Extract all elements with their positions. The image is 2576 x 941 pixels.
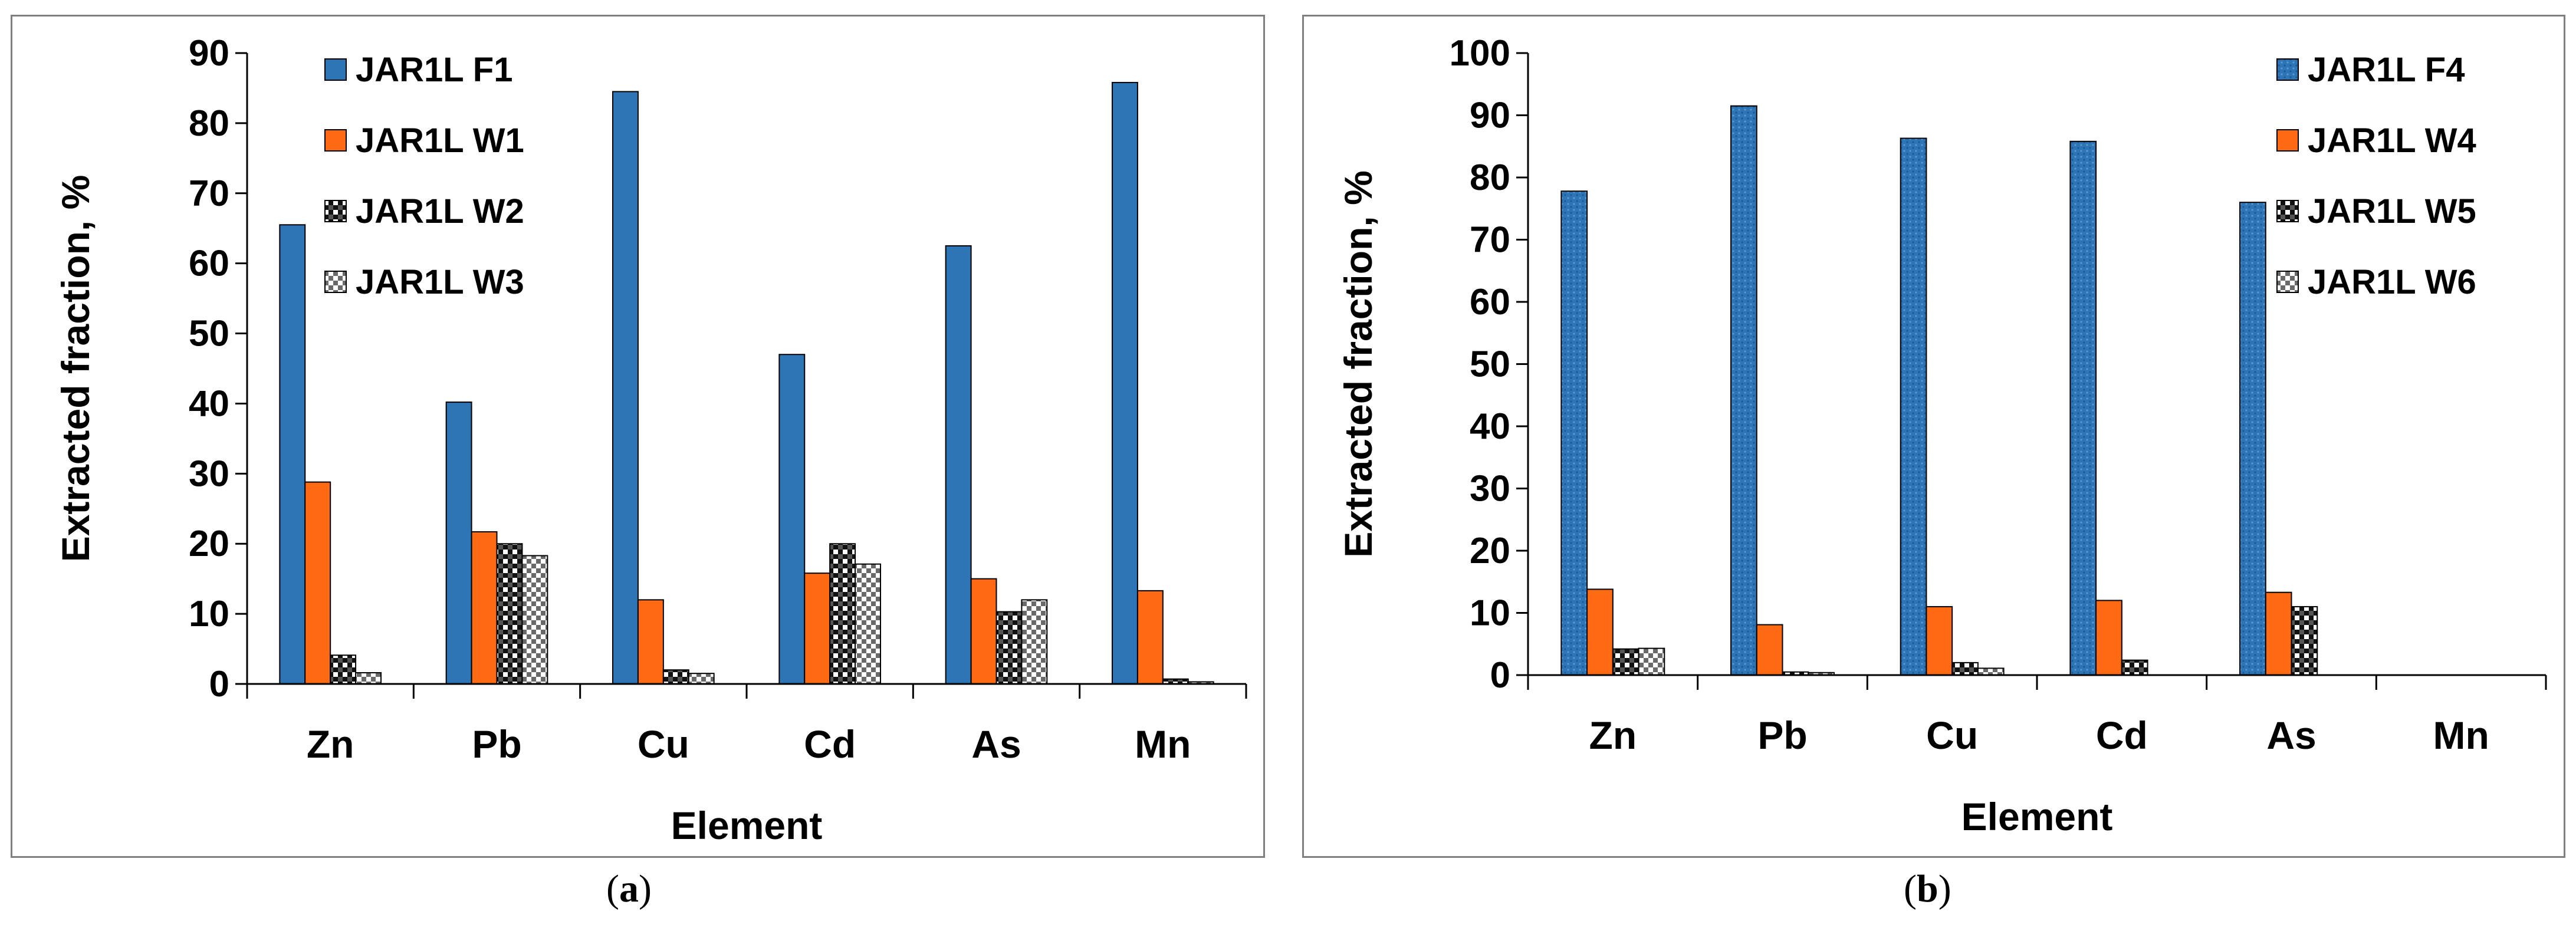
- bar-cu-jar1l-f4: [1900, 137, 1927, 676]
- y-tick-label: 60: [1470, 282, 1510, 323]
- chart-b-svg: 0 10 20 30 40 50 60 70 80 90 100 Zn Pb Cu Cd As Mn Elemen…: [1336, 33, 2547, 838]
- y-axis-label: Extracted fraction, %: [1336, 170, 1380, 558]
- legend-label: JAR1L W2: [356, 192, 524, 231]
- legend-swatch-jar1l-w1: [324, 129, 347, 152]
- y-tick-label: 20: [189, 524, 229, 564]
- bar-cu-jar1l-f1: [612, 91, 639, 685]
- bar-cd-jar1l-w3: [855, 563, 881, 685]
- y-tick-label: 40: [1470, 406, 1510, 447]
- legend-swatch-jar1l-f1: [324, 58, 347, 81]
- x-tick-label: Cu: [1926, 713, 1978, 757]
- bar-pb-jar1l-w1: [471, 531, 498, 685]
- y-tick-label: 10: [1470, 593, 1510, 634]
- bar-cu-jar1l-w6: [1977, 667, 2005, 676]
- x-axis-label: Element: [671, 804, 823, 847]
- y-tick-label: 0: [1490, 655, 1510, 696]
- x-tick-label: As: [971, 722, 1021, 766]
- y-tick-label: 30: [189, 453, 229, 494]
- bar-as-jar1l-w2: [995, 611, 1023, 685]
- bar-as-jar1l-w5: [2291, 606, 2318, 676]
- bar-zn-jar1l-w1: [304, 481, 331, 685]
- y-tick-label: 90: [189, 33, 229, 74]
- y-axis-label: Extracted fraction, %: [54, 175, 97, 562]
- bar-mn-jar1l-f1: [1112, 81, 1138, 685]
- bar-zn-jar1l-w4: [1586, 588, 1614, 676]
- caption-a-label: a: [619, 867, 639, 910]
- bar-as-jar1l-w4: [2265, 591, 2292, 676]
- x-tick-label: As: [2266, 713, 2316, 757]
- x-tick-label: Cd: [804, 722, 856, 766]
- legend-label: JAR1L F1: [356, 51, 512, 89]
- legend-swatch-jar1l-w3: [324, 271, 347, 293]
- bar-mn-jar1l-w1: [1136, 590, 1164, 685]
- bar-as-jar1l-f1: [945, 245, 972, 685]
- y-tick-label: 80: [1470, 157, 1510, 198]
- bar-pb-jar1l-w4: [1756, 624, 1783, 676]
- y-tick-label: 80: [189, 103, 229, 144]
- bar-as-jar1l-f4: [2239, 202, 2266, 676]
- bar-cu-jar1l-w4: [1926, 606, 1953, 676]
- bar-pb-jar1l-w2: [496, 543, 523, 685]
- legend-label: JAR1L W3: [356, 263, 524, 301]
- bar-pb-jar1l-f1: [445, 402, 472, 685]
- y-tick-label: 0: [209, 664, 229, 705]
- bar-cu-jar1l-w1: [637, 599, 664, 685]
- bar-cd-jar1l-w4: [2095, 600, 2122, 676]
- bar-cd-jar1l-w1: [804, 573, 831, 685]
- x-axis-label: Element: [1961, 795, 2113, 838]
- legend-swatch-jar1l-w2: [324, 200, 347, 222]
- y-tick-label: 60: [189, 244, 229, 284]
- y-tick-label: 10: [189, 594, 229, 634]
- bar-zn-jar1l-w6: [1638, 647, 1665, 676]
- legend-swatch-jar1l-w4: [2276, 129, 2299, 152]
- bar-zn-jar1l-w2: [330, 654, 357, 685]
- x-tick-label: Cd: [2096, 713, 2148, 757]
- y-tick-label: 30: [1470, 469, 1510, 509]
- y-tick-label: 50: [1470, 344, 1510, 385]
- y-tick-label: 100: [1450, 33, 1510, 74]
- caption-a: (a): [606, 867, 652, 910]
- x-tick-label: Zn: [1589, 713, 1637, 757]
- y-tick-label: 70: [1470, 220, 1510, 261]
- bar-cu-jar1l-w3: [688, 673, 715, 685]
- bar-cd-jar1l-f4: [2069, 140, 2097, 676]
- bar-zn-jar1l-f4: [1560, 190, 1588, 676]
- x-tick-label: Mn: [2433, 713, 2489, 757]
- legend-label: JAR1L W6: [2308, 263, 2476, 301]
- y-tick-label: 20: [1470, 531, 1510, 571]
- bar-as-jar1l-w1: [970, 578, 997, 685]
- bar-pb-jar1l-w3: [521, 555, 548, 685]
- caption-b: (b): [1904, 867, 1951, 910]
- legend-label: JAR1L W4: [2308, 121, 2476, 160]
- bar-cu-jar1l-w5: [1951, 662, 1979, 676]
- legend-swatch-jar1l-w5: [2276, 200, 2299, 222]
- chart-a-svg: 0 10 20 30 40 50 60 70 80 90 Zn Pb Cu Cd As Mn Element Ex…: [54, 33, 1247, 847]
- y-tick-label: 70: [189, 173, 229, 214]
- bar-zn-jar1l-f1: [279, 224, 306, 685]
- bar-cd-jar1l-w2: [829, 543, 856, 685]
- legend-label: JAR1L W1: [356, 121, 524, 160]
- x-tick-label: Zn: [307, 722, 354, 766]
- x-tick-label: Pb: [1757, 713, 1807, 757]
- x-tick-label: Cu: [638, 722, 689, 766]
- bar-cd-jar1l-f1: [778, 354, 806, 685]
- bar-zn-jar1l-w3: [355, 672, 382, 685]
- chart-panel-a: 0 10 20 30 40 50 60 70 80 90 Zn Pb Cu Cd As Mn Element Ex…: [11, 15, 1265, 858]
- x-tick-label: Mn: [1135, 722, 1191, 766]
- bar-cu-jar1l-w2: [662, 669, 689, 685]
- legend-label: JAR1L W5: [2308, 192, 2476, 231]
- x-tick-label: Pb: [472, 722, 521, 766]
- y-tick-label: 40: [189, 383, 229, 424]
- bar-cd-jar1l-w5: [2121, 659, 2148, 676]
- y-tick-label: 50: [189, 314, 229, 354]
- caption-b-label: b: [1916, 867, 1938, 910]
- bar-zn-jar1l-w5: [1612, 648, 1639, 676]
- bar-pb-jar1l-f4: [1730, 105, 1757, 676]
- legend-swatch-jar1l-f4: [2276, 58, 2299, 81]
- legend-label: JAR1L F4: [2308, 51, 2465, 89]
- bar-as-jar1l-w3: [1021, 599, 1048, 685]
- chart-panel-b: 0 10 20 30 40 50 60 70 80 90 100 Zn Pb Cu Cd As Mn Elemen…: [1302, 15, 2565, 858]
- legend-swatch-jar1l-w6: [2276, 271, 2299, 293]
- y-tick-label: 90: [1470, 96, 1510, 136]
